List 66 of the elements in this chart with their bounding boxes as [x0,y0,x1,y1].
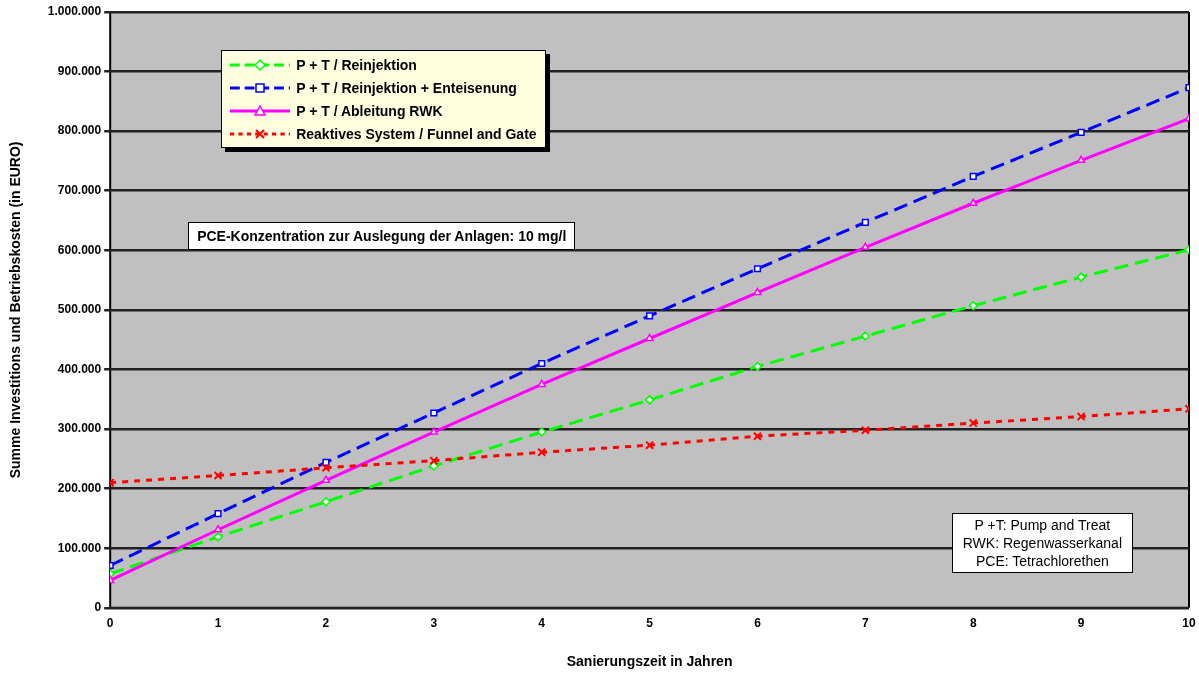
point [321,463,331,473]
point [969,172,977,181]
y-tick-label: 500.000 [57,302,102,317]
legend-label: P + T / Reinjektion [296,56,417,73]
point [537,379,546,388]
point [213,525,223,533]
legend-label: P + T / Ableitung RWK [296,102,443,119]
y-tick-label: 400.000 [57,361,102,376]
x-tick-label: 5 [646,616,654,631]
y-tick-label: 900.000 [57,63,102,78]
point [752,431,763,441]
y-tick-label: 600.000 [57,242,102,257]
x-tick-label: 2 [322,616,330,631]
point [538,359,546,368]
point [969,198,978,206]
x-tick-label: 1 [214,616,222,631]
annotation: PCE-Konzentration zur Auslegung der Anlagen: 10 mg/l [188,222,576,250]
x-tick-label: 8 [969,616,977,631]
point [321,497,331,507]
point [322,458,330,466]
point [429,461,439,471]
x-tick-label: 4 [538,616,546,631]
point [753,287,762,296]
point [429,427,439,435]
point [1076,155,1086,164]
point [646,312,654,320]
legend-label: Reaktives System / Funnel and Gate [296,125,537,142]
point [645,440,655,450]
annotation: P +T: Pump and Treat RWK: Regenwasserkanal PCE: Tetrachlorethen [951,512,1133,573]
x-tick-label: 6 [754,616,762,631]
point [1076,412,1086,422]
y-tick-label: 100.000 [57,540,102,555]
x-axis-title: Sanierungszeit in Jahren [566,653,733,670]
x-tick-label: 9 [1077,616,1085,631]
point [644,395,655,405]
point [752,361,763,372]
point [214,510,222,518]
x-tick-label: 3 [430,616,438,631]
y-tick-label: 1.000.000 [47,4,102,19]
point [537,447,547,457]
y-tick-label: 800.000 [57,123,102,138]
point [1076,272,1086,282]
point [213,532,223,542]
x-tick-label: 7 [862,616,870,631]
point [968,300,978,311]
point [968,418,978,428]
point [430,409,438,417]
y-tick-label: 300.000 [57,421,102,436]
point [861,218,869,226]
x-tick-label: 0 [106,616,114,631]
y-tick-label: 0 [94,600,102,615]
point [429,456,439,466]
x-tick-label: 10 [1182,616,1196,631]
y-axis-title: Summe Investitions und Betriebskosten (in EURO) [7,141,24,479]
point [213,471,223,481]
point [860,425,870,435]
y-tick-label: 700.000 [57,183,102,198]
point [536,427,547,437]
point [645,333,654,342]
y-tick-label: 200.000 [57,480,102,495]
point [861,242,870,251]
legend-label: P + T / Reinjektion + Enteisenung [296,79,517,96]
point [321,475,331,484]
point [1077,128,1085,136]
point [860,331,871,341]
point [753,265,762,273]
